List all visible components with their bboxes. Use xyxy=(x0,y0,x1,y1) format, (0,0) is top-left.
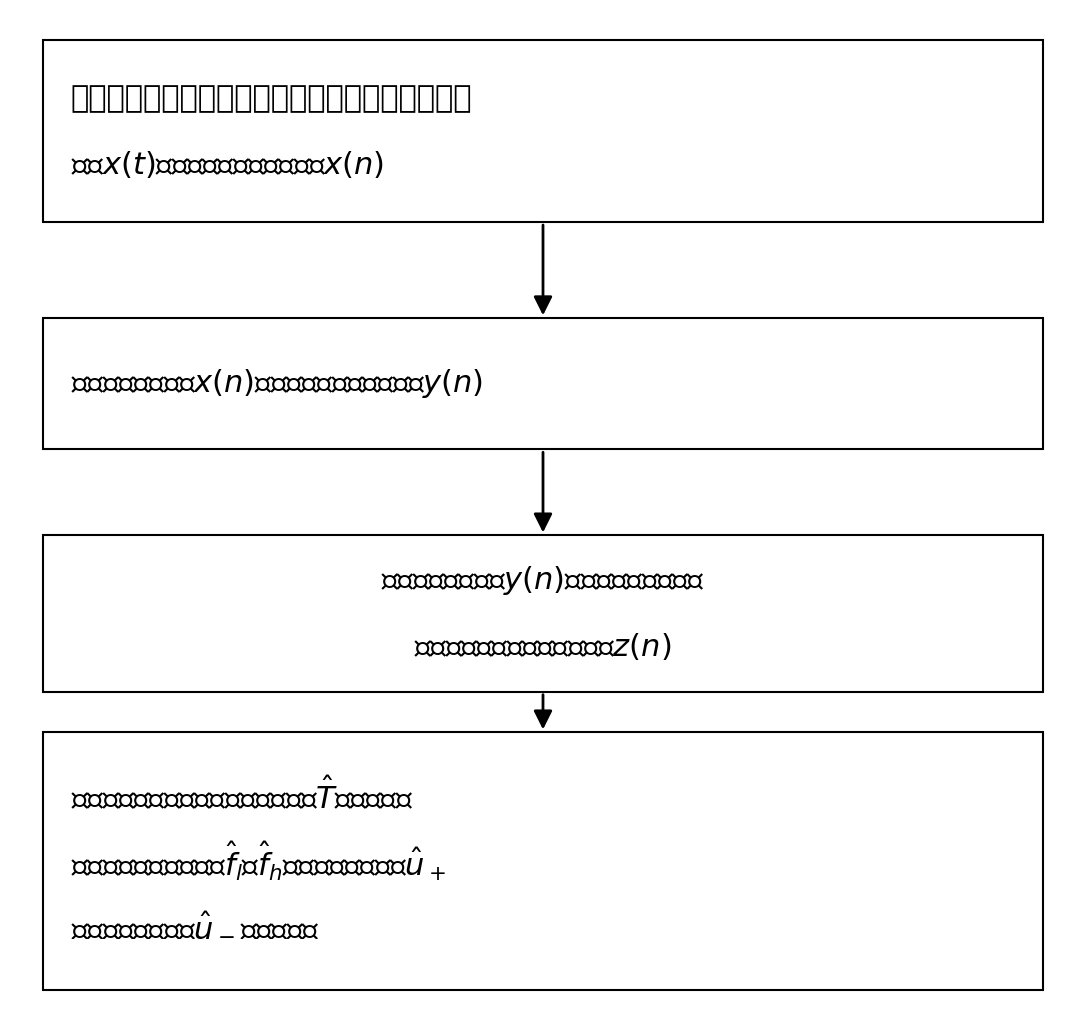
FancyBboxPatch shape xyxy=(43,40,1043,222)
Text: 低通滤波，得到去噪包络序列$z(n)$: 低通滤波，得到去噪包络序列$z(n)$ xyxy=(415,631,671,662)
FancyBboxPatch shape xyxy=(43,732,1043,990)
Text: 最小和最大频率估计值$\hat{f}_l$和$\hat{f}_h$，正调频率估计值$\hat{u}_+$: 最小和最大频率估计值$\hat{f}_l$和$\hat{f}_h$，正调频率估计… xyxy=(71,839,445,883)
Text: 信号$x(t)$进行采样，得到采样序列$x(n)$: 信号$x(t)$进行采样，得到采样序列$x(n)$ xyxy=(71,148,383,180)
FancyBboxPatch shape xyxy=(43,535,1043,692)
Text: 接收机对观测到的来自雷达的三角线性调频连续波: 接收机对观测到的来自雷达的三角线性调频连续波 xyxy=(71,84,472,113)
Text: 接收机计算得到扫频信号周期估计值$\hat{T}$，扫频区间: 接收机计算得到扫频信号周期估计值$\hat{T}$，扫频区间 xyxy=(71,777,413,814)
Text: 接收机对采样序列$x(n)$差分运算，得到差分序列$y(n)$: 接收机对采样序列$x(n)$差分运算，得到差分序列$y(n)$ xyxy=(71,368,482,400)
Text: 接收机对差分序列$y(n)$进行希尔伯特变换和: 接收机对差分序列$y(n)$进行希尔伯特变换和 xyxy=(381,565,705,597)
Text: 和负调频率估计值$\hat{u}_-$等参数信息: 和负调频率估计值$\hat{u}_-$等参数信息 xyxy=(71,912,319,941)
FancyBboxPatch shape xyxy=(43,318,1043,449)
